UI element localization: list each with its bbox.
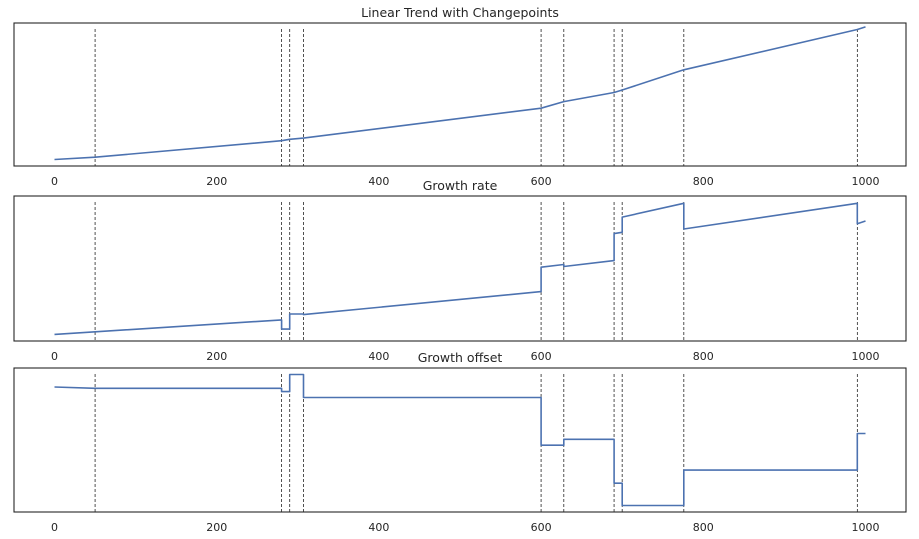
x-tick-label: 600 (531, 175, 552, 188)
panel-linear-trend: Linear Trend with Changepoints 0 200 400 600… (13, 5, 907, 188)
chart-title: Growth rate (423, 178, 498, 193)
axes-frame (13, 367, 907, 513)
x-tick-label: 0 (51, 350, 58, 363)
x-tick-label: 800 (693, 350, 714, 363)
x-tick-label: 200 (206, 350, 227, 363)
axes-frame (13, 22, 907, 167)
x-tick-label: 1000 (851, 521, 879, 534)
x-tick-label: 1000 (851, 350, 879, 363)
chart-title: Linear Trend with Changepoints (361, 5, 559, 20)
x-tick-label: 800 (693, 175, 714, 188)
axes-frame (13, 195, 907, 342)
x-tick-label: 0 (51, 521, 58, 534)
x-tick-label: 600 (531, 521, 552, 534)
x-tick-label: 800 (693, 521, 714, 534)
x-tick-label: 600 (531, 350, 552, 363)
series-line-offset (54, 373, 866, 507)
x-tick-label: 1000 (851, 175, 879, 188)
series-line-trend (54, 26, 866, 161)
x-tick-label: 400 (368, 175, 389, 188)
x-tick-label: 200 (206, 521, 227, 534)
chart-title: Growth offset (418, 350, 503, 365)
x-tick-label: 0 (51, 175, 58, 188)
x-tick-label: 400 (368, 521, 389, 534)
panel-growth-rate: Growth rate 0 200 400 600 800 1000 (13, 178, 907, 363)
x-tick-label: 200 (206, 175, 227, 188)
series-line-rate (54, 202, 866, 336)
x-tick-label: 400 (368, 350, 389, 363)
panel-growth-offset: Growth offset 0 200 400 600 800 1000 (13, 350, 907, 534)
